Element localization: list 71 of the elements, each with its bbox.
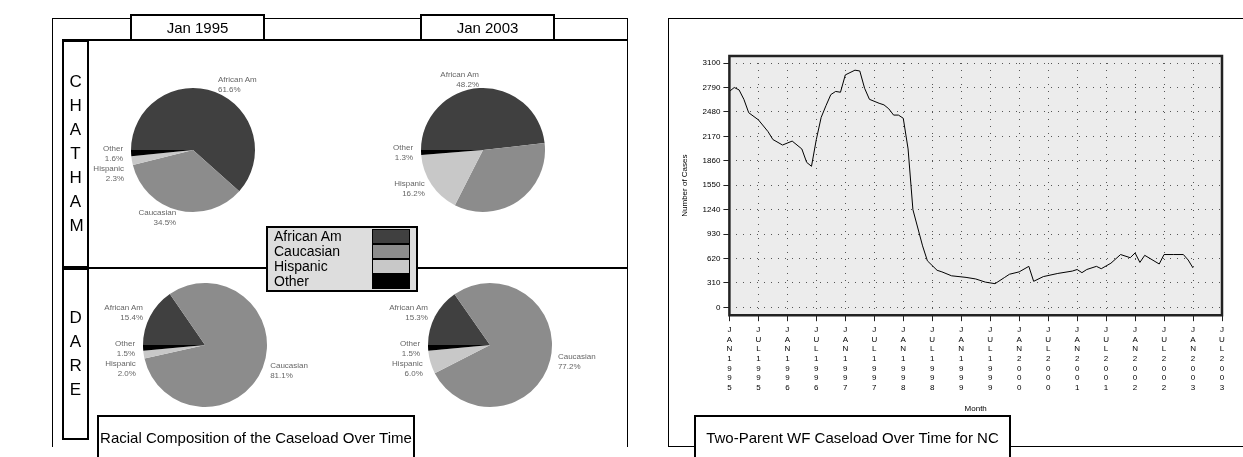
chart-title: Jan 2003	[420, 14, 555, 41]
slice-label: Caucasian	[270, 360, 308, 370]
y-tick-label: 3100	[702, 58, 721, 68]
text: Racial Composition of the Caseload Over Time	[97, 415, 415, 457]
slice-label: Caucasian	[557, 352, 596, 362]
x-tick-label: JAN1995	[726, 325, 733, 392]
slice-label: African Am	[389, 302, 429, 312]
y-tick-label: 930	[707, 229, 721, 239]
y-tick-label: 1860	[702, 155, 721, 165]
slice-label: Other	[103, 143, 124, 153]
category-label: Hispanic	[274, 258, 328, 274]
data-label: 61.6%	[217, 84, 241, 94]
slice-label: Hispanic	[394, 179, 425, 189]
data-label: 1.6%	[104, 153, 124, 163]
slice-label: Caucasian	[138, 208, 177, 218]
text: Two-Parent WF Caseload Over Time for NC	[694, 415, 1011, 457]
data-label: 2.3%	[105, 173, 125, 183]
x-tick-label: JUL1998	[929, 325, 936, 392]
y-tick-label: 1550	[702, 180, 721, 190]
x-axis-title: Month	[964, 404, 987, 414]
x-tick-label: JUL2000	[1045, 325, 1052, 392]
x-tick-label: JAN1997	[842, 325, 849, 392]
data-label: 1.5%	[401, 348, 421, 358]
data-label: 1.5%	[116, 348, 136, 358]
slice-label: African Am	[104, 302, 144, 312]
data-label: 15.4%	[120, 312, 144, 322]
x-tick-label: JAN2003	[1190, 325, 1197, 392]
slice-label: Hispanic	[93, 163, 125, 173]
slice-label: Other	[400, 338, 421, 348]
y-tick-label: 2480	[702, 107, 721, 117]
x-tick-label: JAN1998	[900, 325, 907, 392]
y-axis-title: Number of Cases	[680, 154, 689, 217]
x-tick-label: JAN2001	[1074, 325, 1081, 392]
y-tick-label: 310	[707, 278, 721, 288]
y-tick-label: 2790	[702, 82, 721, 92]
x-tick-label: JUL1995	[755, 325, 762, 392]
x-tick-label: JUL2001	[1103, 325, 1110, 392]
chart-title: Jan 1995	[130, 14, 265, 41]
text: CHATHAM	[69, 71, 84, 237]
category-label: Other	[274, 273, 309, 289]
slice-label: African Am	[440, 70, 480, 80]
data-label: 15.3%	[405, 312, 428, 322]
x-tick-label: JAN1996	[784, 325, 791, 392]
x-tick-label: JUL1997	[871, 325, 878, 392]
x-tick-label: JAN2002	[1132, 325, 1139, 392]
y-tick-label: 620	[707, 253, 721, 263]
text: DARE	[69, 307, 82, 401]
slice-label: Other	[115, 338, 136, 348]
data-label: 1.3%	[394, 153, 414, 163]
legend-label: African Am	[274, 228, 342, 244]
data-label: 2.0%	[117, 368, 136, 378]
data-label: 81.1%	[270, 370, 293, 380]
x-tick-label: JUL2003	[1219, 325, 1226, 392]
x-tick-label: JUL2002	[1161, 325, 1168, 392]
y-tick-label: 1240	[702, 204, 721, 214]
data-label: 6.0%	[404, 368, 423, 378]
x-tick-label: JAN1999	[958, 325, 965, 392]
slice-label: African Am	[217, 74, 257, 84]
slice-label: Other	[393, 143, 414, 153]
y-tick-label: 0	[715, 302, 721, 312]
x-tick-label: JAN2000	[1016, 325, 1023, 392]
data-label: 77.2%	[557, 362, 581, 372]
slice-label: Hispanic	[105, 358, 136, 368]
x-tick-label: JUL1996	[813, 325, 820, 392]
data-label: 16.2%	[402, 189, 425, 199]
data-label: 34.5%	[153, 218, 177, 228]
data-label: 48.2%	[456, 80, 480, 90]
y-tick-label: 2170	[702, 131, 721, 141]
slice-label: Hispanic	[392, 358, 423, 368]
legend-label: Caucasian	[274, 243, 341, 259]
x-tick-label: JUL1999	[987, 325, 994, 392]
